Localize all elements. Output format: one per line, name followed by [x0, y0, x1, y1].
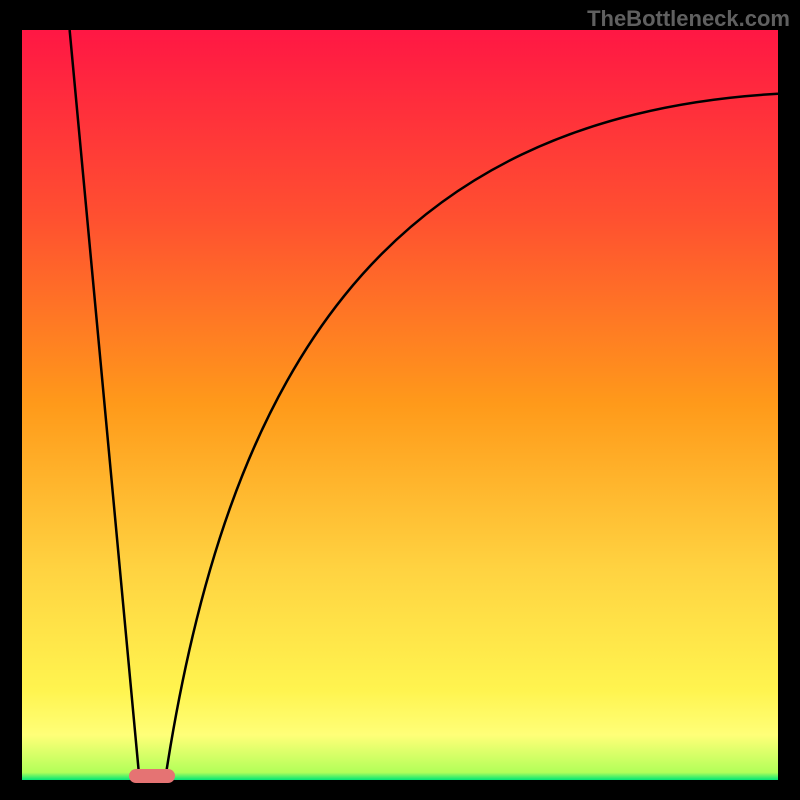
bottleneck-chart: TheBottleneck.com — [0, 0, 800, 800]
optimum-marker — [129, 769, 175, 783]
watermark-text: TheBottleneck.com — [587, 6, 790, 32]
bottleneck-curve — [22, 30, 778, 780]
gradient-plot-area — [22, 30, 778, 780]
